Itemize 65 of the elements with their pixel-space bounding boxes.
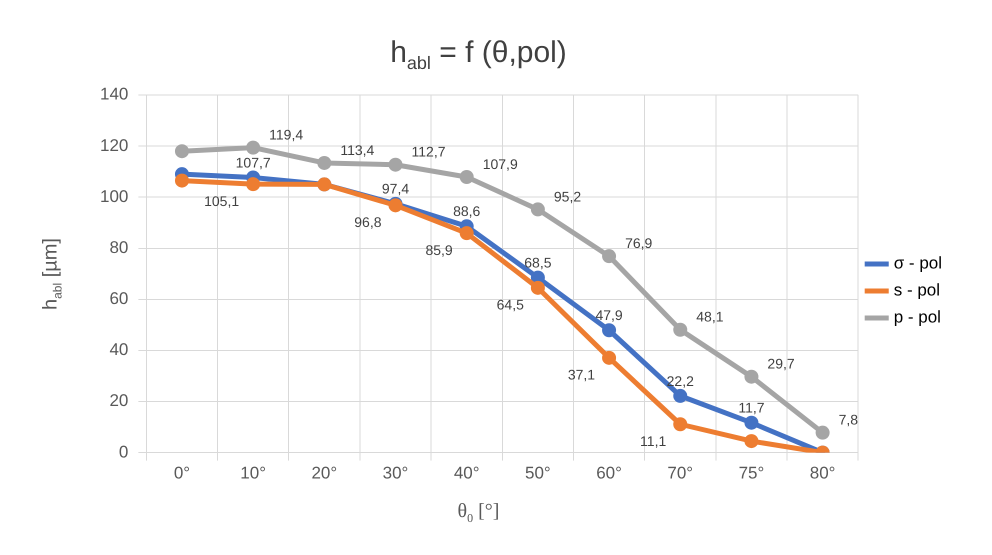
- y-tick-label: 140: [100, 84, 128, 104]
- data-label: 88,6: [453, 203, 481, 220]
- point: [673, 417, 688, 432]
- data-label: 29,7: [767, 356, 795, 372]
- data-label: 47,9: [595, 307, 623, 324]
- point: [602, 350, 616, 365]
- data-label: 97,4: [382, 180, 410, 197]
- point: [744, 416, 758, 430]
- data-label: 22,2: [666, 372, 694, 389]
- y-tick-label: 60: [109, 289, 128, 308]
- point: [246, 177, 260, 192]
- data-label: 7,8: [838, 412, 858, 428]
- data-label: 105,1: [204, 193, 240, 210]
- data-label: 113,4: [340, 142, 375, 158]
- point: [530, 280, 545, 295]
- x-tick-label: 80°: [810, 463, 836, 482]
- point: [673, 322, 688, 337]
- data-label: 107,7: [236, 154, 271, 170]
- point: [673, 388, 688, 403]
- point: [602, 249, 616, 264]
- point: [602, 323, 616, 338]
- x-tick-label: 20°: [311, 463, 338, 482]
- y-tick-label: 100: [100, 186, 128, 206]
- y-tick-label: 40: [109, 340, 128, 360]
- x-tick-label: 40°: [454, 463, 480, 482]
- y-tick-label: 80: [109, 238, 128, 257]
- x-tick-label: 70°: [667, 463, 694, 482]
- data-label: 68,5: [524, 254, 552, 270]
- data-label: 76,9: [625, 235, 653, 252]
- point: [744, 434, 758, 448]
- data-label: 48,1: [696, 308, 724, 325]
- data-label: 95,2: [554, 188, 582, 204]
- point: [460, 170, 474, 184]
- legend-label: σ - pol: [894, 254, 942, 273]
- data-label: 96,8: [354, 214, 382, 230]
- point: [317, 156, 332, 170]
- point: [530, 202, 545, 216]
- point: [816, 426, 830, 440]
- point: [388, 158, 403, 172]
- x-tick-label: 75°: [738, 463, 764, 482]
- y-tick-label: 20: [109, 391, 128, 410]
- data-label: 119,4: [269, 126, 304, 142]
- x-axis-title: θ$_{0}$ [°]: [456, 500, 500, 526]
- legend-label: s - pol: [894, 280, 940, 300]
- legend-label: p - pol: [894, 308, 941, 327]
- data-label: 107,9: [482, 156, 518, 172]
- x-tick-label: 0°: [174, 463, 190, 482]
- data-label: 112,7: [412, 144, 446, 160]
- y-tick-label: 0: [118, 442, 128, 462]
- x-tick-label: 30°: [382, 463, 408, 482]
- x-tick-label: 50°: [525, 463, 551, 482]
- data-label: 64,5: [496, 296, 524, 313]
- x-tick-label: 10°: [240, 463, 266, 482]
- data-label: 11,1: [640, 433, 666, 450]
- y-tick-label: 120: [100, 136, 128, 155]
- data-label: 11,7: [738, 400, 765, 416]
- chart-title: h$_{abl}$ = f (θ,pol): [389, 36, 568, 74]
- x-tick-label: 60°: [596, 463, 622, 482]
- point: [744, 370, 758, 384]
- data-label: 85,9: [425, 242, 453, 258]
- point: [246, 140, 260, 155]
- point: [174, 174, 189, 188]
- data-label: 37,1: [568, 366, 596, 383]
- point: [174, 144, 189, 158]
- point: [460, 226, 474, 240]
